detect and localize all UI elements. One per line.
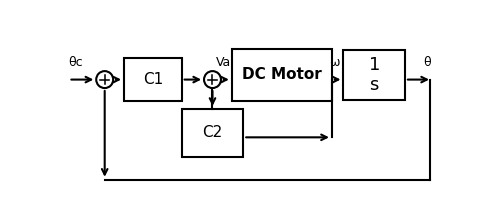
Bar bbox=[343, 50, 404, 100]
Bar bbox=[182, 109, 243, 157]
Text: C1: C1 bbox=[142, 72, 163, 87]
Text: Va: Va bbox=[216, 56, 231, 69]
Text: θc: θc bbox=[68, 56, 83, 69]
Text: DC Motor: DC Motor bbox=[242, 67, 321, 82]
Circle shape bbox=[96, 71, 113, 88]
Text: ω: ω bbox=[328, 56, 339, 69]
Text: C2: C2 bbox=[202, 125, 222, 140]
Circle shape bbox=[203, 71, 221, 88]
Text: 1
s: 1 s bbox=[368, 56, 379, 94]
Bar bbox=[231, 49, 331, 101]
Text: θ: θ bbox=[422, 56, 429, 69]
Bar bbox=[123, 58, 182, 101]
